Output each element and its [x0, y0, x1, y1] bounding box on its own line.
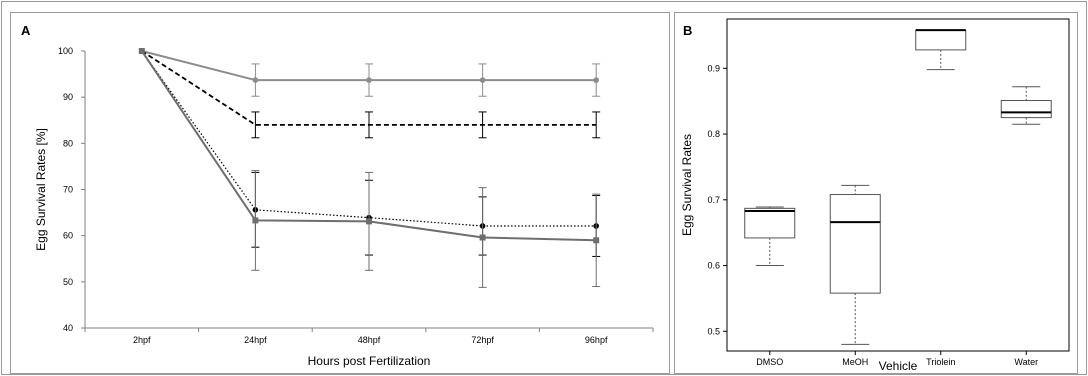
- line-chart: A 40 50 60 70 80 90 100 2hpf 24hpf 48hpf 72hpf 96hpf…: [21, 23, 654, 368]
- box: [744, 207, 796, 239]
- y-tick-label: 100: [58, 46, 73, 56]
- data-point: [593, 77, 599, 83]
- y-tick-label: 90: [63, 92, 73, 102]
- x-tick-label: MeOH: [842, 357, 868, 367]
- y-tick-label: 0.9: [707, 63, 720, 73]
- y-tick-label: 0.7: [707, 195, 720, 205]
- plot-area-border: [726, 18, 1070, 352]
- data-point: [479, 77, 486, 83]
- data-point: [366, 77, 372, 83]
- box: [1000, 100, 1052, 119]
- y-tick-label: 70: [63, 185, 73, 195]
- x-tick-label: 96hpf: [585, 335, 608, 345]
- data-point: [366, 218, 372, 225]
- data-point: [252, 77, 259, 83]
- x-tick-label: 2hpf: [133, 335, 151, 345]
- x-tick-label: 48hpf: [358, 335, 381, 345]
- x-tick-label: Triolein: [926, 357, 955, 367]
- x-axis-title: Vehicle: [879, 359, 918, 373]
- data-point: [252, 217, 259, 224]
- y-tick-label: 60: [63, 231, 73, 241]
- y-axis-title: Egg Survival Rates [%]: [34, 128, 48, 251]
- y-tick-label: 50: [63, 277, 73, 287]
- y-tick-label: 0.5: [707, 326, 720, 336]
- x-tick-label: Water: [1014, 357, 1038, 367]
- y-axis-title: Egg Survival Rates: [680, 134, 694, 236]
- data-point: [593, 237, 600, 244]
- box: [915, 29, 967, 51]
- x-axis-title: Hours post Fertilization: [308, 354, 431, 368]
- panel-label-a: A: [21, 23, 31, 38]
- y-tick-label: 80: [63, 138, 73, 148]
- data-point: [479, 234, 486, 241]
- boxplot-chart: B 0.5 0.6 0.7 0.8 0.9 DMSO MeOH Triolein Water Veh…: [680, 18, 1070, 373]
- x-tick-label: 72hpf: [471, 335, 494, 345]
- panel-b: B 0.5 0.6 0.7 0.8 0.9 DMSO MeOH Triolein Water Veh…: [674, 12, 1078, 374]
- x-tick-label: DMSO: [756, 357, 783, 367]
- series-line-2: [141, 50, 597, 126]
- panel-label-b: B: [683, 23, 692, 38]
- data-point: [138, 48, 145, 54]
- y-tick-label: 0.6: [707, 261, 720, 271]
- x-tick-label: 24hpf: [244, 335, 267, 345]
- y-tick-label: 40: [63, 323, 73, 333]
- box: [829, 194, 881, 294]
- panel-a: A 40 50 60 70 80 90 100 2hpf 24hpf 48hpf 72hpf 96hpf…: [10, 12, 670, 374]
- y-tick-label: 0.8: [707, 129, 720, 139]
